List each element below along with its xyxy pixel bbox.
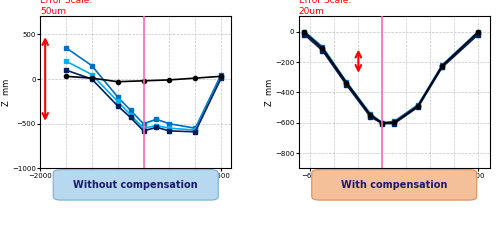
Y-axis label: Z  mm: Z mm <box>264 79 274 106</box>
Text: Error Scale:
20um: Error Scale: 20um <box>298 0 351 16</box>
Text: Error Scale:
50um: Error Scale: 50um <box>40 0 92 16</box>
X-axis label: X  mm: X mm <box>122 180 150 189</box>
Text: Without compensation: Without compensation <box>74 180 198 190</box>
Text: With compensation: With compensation <box>341 180 448 190</box>
X-axis label: X  mm: X mm <box>380 180 408 189</box>
Y-axis label: Z  mm: Z mm <box>2 79 11 106</box>
